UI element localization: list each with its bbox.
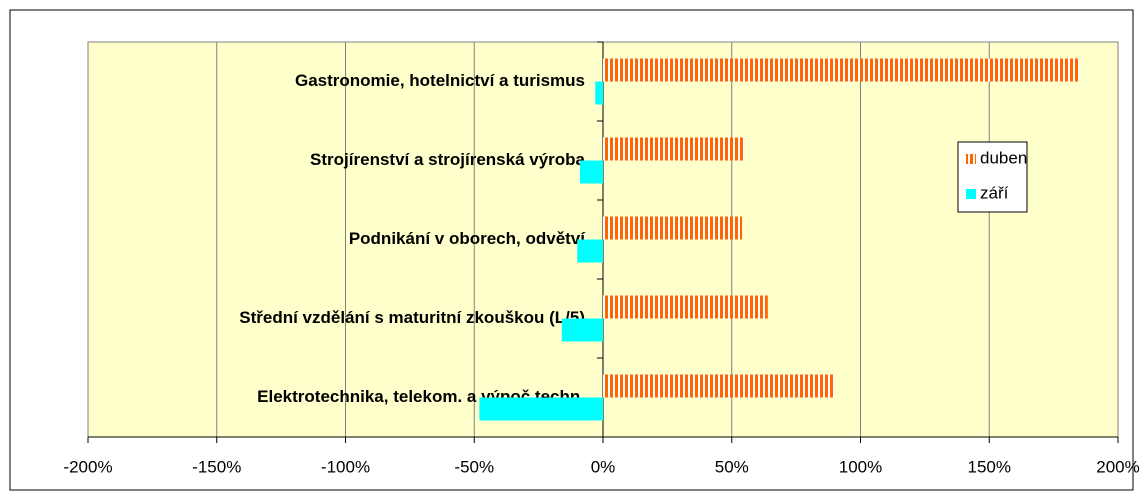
bar [603, 137, 745, 161]
category-label: Gastronomie, hotelnictví a turismus [295, 71, 585, 90]
x-tick-label: -150% [192, 457, 241, 476]
x-tick-label: 100% [839, 457, 882, 476]
category-label: Střední vzdělání s maturitní zkouškou (L… [239, 308, 585, 327]
legend-label: duben [980, 148, 1027, 167]
legend-swatch [966, 154, 976, 164]
category-label: Strojírenství a strojírenská výroba [310, 150, 585, 169]
bar [603, 58, 1080, 82]
bar [603, 216, 743, 240]
bar [561, 318, 603, 342]
x-tick-label: 0% [591, 457, 616, 476]
x-tick-label: -200% [63, 457, 112, 476]
bar [603, 295, 768, 319]
bar [579, 160, 603, 184]
x-tick-label: 50% [715, 457, 749, 476]
bar [595, 81, 603, 105]
legend-label: září [980, 183, 1009, 202]
legend-swatch [966, 189, 976, 199]
x-tick-label: 150% [968, 457, 1011, 476]
x-tick-label: 200% [1096, 457, 1139, 476]
bar [479, 397, 603, 421]
bar [577, 239, 603, 263]
x-tick-label: -100% [321, 457, 370, 476]
bar [603, 374, 835, 398]
x-tick-label: -50% [454, 457, 494, 476]
category-label: Podnikání v oborech, odvětví [349, 229, 586, 248]
legend-box [957, 141, 1028, 213]
